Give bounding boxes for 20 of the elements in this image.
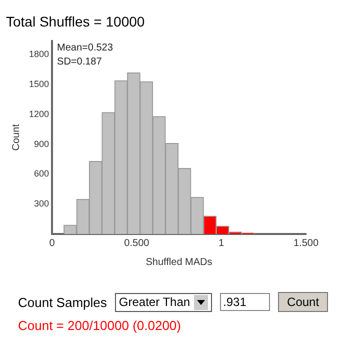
- y-tick-label: 1800: [28, 49, 50, 60]
- dropdown-field: Greater Than: [114, 292, 212, 312]
- y-tick-label: 300: [34, 198, 50, 209]
- x-tick-label: 1.500: [293, 238, 319, 249]
- chart-title: Total Shuffles = 10000: [6, 13, 145, 30]
- x-tick-label: 0.500: [124, 238, 150, 249]
- x-axis-title: Shuffled MADs: [146, 256, 212, 268]
- annotation: Mean=0.523: [57, 42, 114, 54]
- annotation: SD=0.187: [57, 56, 102, 68]
- x-tick-label: 0: [49, 238, 56, 249]
- y-tick-label: 600: [34, 168, 50, 179]
- y-tick-label: 1500: [28, 79, 50, 90]
- text: Count Samples: [18, 294, 107, 310]
- text-field: .931: [220, 293, 270, 311]
- count-button: Count: [278, 292, 328, 312]
- y-tick-label: 1200: [28, 108, 50, 119]
- x-tick-label: 1: [218, 238, 225, 249]
- text: Count = 200/10000 (0.0200): [18, 318, 182, 333]
- y-tick-label: 900: [34, 138, 50, 149]
- y-axis-title: Count: [10, 124, 22, 151]
